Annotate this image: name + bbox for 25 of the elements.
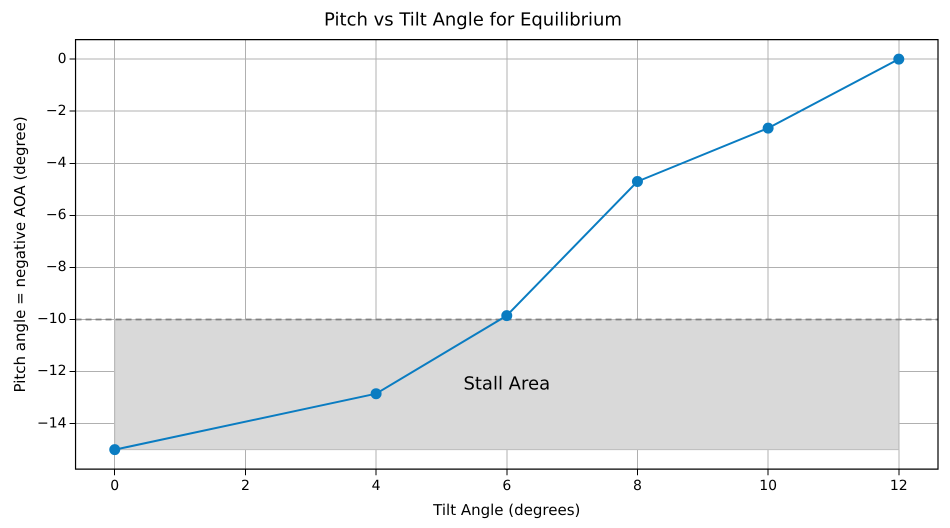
x-axis-title: Tilt Angle (degrees) — [432, 500, 580, 519]
x-tick-label: 4 — [372, 478, 381, 494]
y-tick-label: −10 — [37, 311, 67, 328]
point — [762, 122, 774, 134]
y-tick-label: −8 — [46, 259, 67, 276]
point — [109, 444, 120, 456]
x-tick-label: 2 — [240, 478, 250, 494]
point — [370, 388, 382, 400]
point — [501, 310, 512, 322]
point — [893, 54, 904, 65]
y-tick-label: −12 — [37, 363, 67, 380]
band-label: Stall Area — [463, 373, 550, 394]
y-tick-label: −4 — [46, 154, 67, 171]
chart-title: Pitch vs Tilt Angle for Equilibrium — [324, 9, 622, 30]
x-tick-label: 6 — [502, 478, 512, 494]
y-tick-label: −2 — [46, 102, 67, 119]
y-tick-label: 0 — [58, 50, 67, 67]
y-tick-label: −6 — [46, 206, 67, 223]
x-tick-label: 12 — [890, 478, 908, 494]
x-tick-label: 8 — [632, 478, 642, 494]
y-axis-title: Pitch angle = negative AOA (degree) — [10, 116, 29, 393]
x-tick-label: 10 — [759, 478, 778, 494]
x-tick-label: 0 — [110, 478, 120, 494]
y-tick-label: −14 — [37, 415, 67, 432]
point — [632, 176, 643, 187]
